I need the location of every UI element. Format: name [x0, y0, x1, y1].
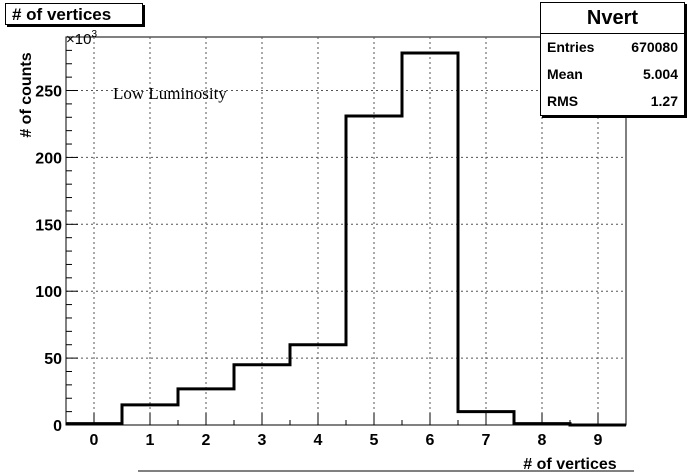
y-tick-label: 50 — [44, 351, 62, 368]
stats-value: 670080 — [631, 39, 678, 55]
annotation-label: Low Luminosity — [113, 84, 227, 103]
y-multiplier: ×103 — [66, 29, 97, 48]
x-tick-label: 7 — [482, 432, 491, 449]
stats-value: 1.27 — [650, 93, 678, 109]
y-tick-label: 150 — [35, 217, 62, 234]
y-tick-label: 250 — [35, 84, 62, 101]
stats-label: RMS — [547, 93, 579, 109]
y-tick-label: 200 — [35, 150, 62, 167]
x-tick-label: 2 — [202, 432, 211, 449]
stats-label: Entries — [547, 39, 595, 55]
histogram-bars — [66, 51, 626, 427]
x-axis-label: # of vertices — [523, 456, 616, 473]
y-axis-label: # of counts — [18, 52, 35, 137]
x-tick-label: 8 — [538, 432, 547, 449]
x-tick-label: 4 — [314, 432, 323, 449]
histogram-title: # of vertices — [5, 3, 143, 25]
y-tick-label: 0 — [53, 418, 62, 435]
x-tick-label: 3 — [258, 432, 267, 449]
stats-name: Nvert — [541, 3, 684, 34]
x-tick-label: 9 — [594, 432, 603, 449]
x-tick-label: 1 — [146, 432, 155, 449]
stats-row-mean: Mean 5.004 — [541, 61, 684, 88]
x-tick-label: 6 — [426, 432, 435, 449]
y-tick-label: 100 — [35, 284, 62, 301]
x-tick-label: 5 — [370, 432, 379, 449]
stats-row-entries: Entries 670080 — [541, 34, 684, 61]
stats-label: Mean — [547, 66, 583, 82]
stats-box: Nvert Entries 670080 Mean 5.004 RMS 1.27 — [540, 2, 685, 116]
x-tick-label: 0 — [90, 432, 99, 449]
stats-row-rms: RMS 1.27 — [541, 88, 684, 115]
stats-value: 5.004 — [642, 66, 678, 82]
